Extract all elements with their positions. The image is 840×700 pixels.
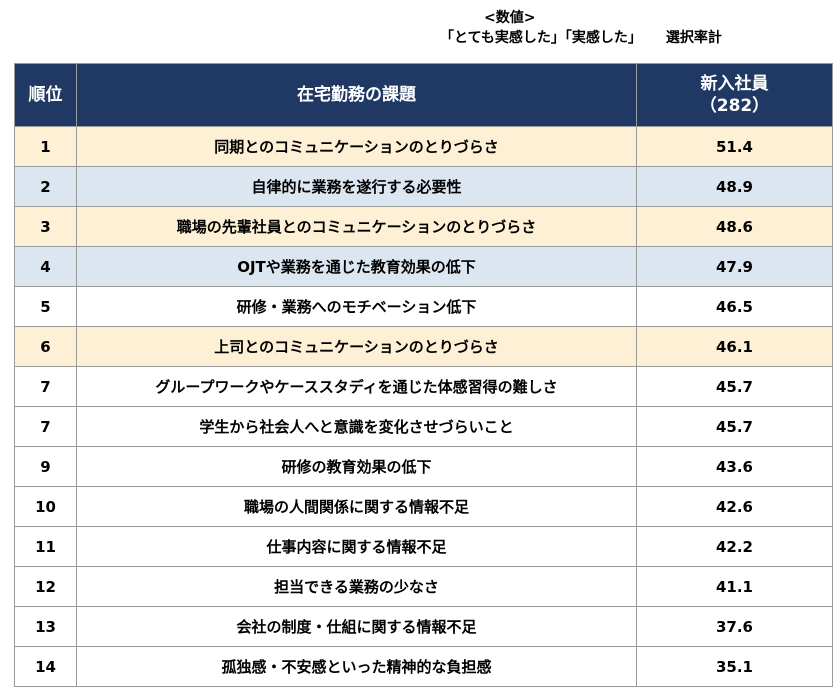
header-rank: 順位 xyxy=(14,63,77,127)
issue-cell: 担当できる業務の少なさ xyxy=(76,566,637,607)
issue-cell: 職場の先輩社員とのコミュニケーションのとりづらさ xyxy=(76,206,637,247)
value-note-definition: 「とても実感した」「実感した」 選択率計 xyxy=(440,28,830,48)
table-body: 1 同期とのコミュニケーションのとりづらさ 51.4 2 自律的に業務を遂行する必要性 4… xyxy=(14,126,833,687)
table-row: 2 自律的に業務を遂行する必要性 48.9 xyxy=(14,166,833,207)
rank-cell: 9 xyxy=(14,446,77,487)
rank-cell: 3 xyxy=(14,206,77,247)
table-row: 13 会社の制度・仕組に関する情報不足 37.6 xyxy=(14,606,833,647)
rank-cell: 13 xyxy=(14,606,77,647)
header-value-sample: （282） xyxy=(699,96,770,116)
rank-cell: 4 xyxy=(14,246,77,287)
table-row: 7 学生から社会人へと意識を変化させづらいこと 45.7 xyxy=(14,406,833,447)
issue-cell: 仕事内容に関する情報不足 xyxy=(76,526,637,567)
header-value-group: 新入社員 xyxy=(700,74,769,94)
table-row: 7 グループワークやケーススタディを通じた体感習得の難しさ 45.7 xyxy=(14,366,833,407)
header-value: 新入社員 （282） xyxy=(636,63,833,127)
issue-cell: 会社の制度・仕組に関する情報不足 xyxy=(76,606,637,647)
table-row: 1 同期とのコミュニケーションのとりづらさ 51.4 xyxy=(14,126,833,167)
value-cell: 35.1 xyxy=(636,646,833,687)
table-row: 11 仕事内容に関する情報不足 42.2 xyxy=(14,526,833,567)
issue-cell: 学生から社会人へと意識を変化させづらいこと xyxy=(76,406,637,447)
issue-cell: 孤独感・不安感といった精神的な負担感 xyxy=(76,646,637,687)
table-row: 14 孤独感・不安感といった精神的な負担感 35.1 xyxy=(14,646,833,687)
value-cell: 51.4 xyxy=(636,126,833,167)
rank-cell: 14 xyxy=(14,646,77,687)
value-cell: 45.7 xyxy=(636,366,833,407)
issue-cell: 上司とのコミュニケーションのとりづらさ xyxy=(76,326,637,367)
table-row: 4 OJTや業務を通じた教育効果の低下 47.9 xyxy=(14,246,833,287)
value-cell: 37.6 xyxy=(636,606,833,647)
value-cell: 48.9 xyxy=(636,166,833,207)
value-cell: 46.5 xyxy=(636,286,833,327)
table-row: 6 上司とのコミュニケーションのとりづらさ 46.1 xyxy=(14,326,833,367)
issue-cell: 研修の教育効果の低下 xyxy=(76,446,637,487)
value-cell: 41.1 xyxy=(636,566,833,607)
header-issue: 在宅勤務の課題 xyxy=(76,63,637,127)
value-note-measure: 選択率計 xyxy=(665,30,722,46)
table-row: 10 職場の人間関係に関する情報不足 42.6 xyxy=(14,486,833,527)
value-note: <数値> 「とても実感した」「実感した」 選択率計 xyxy=(440,8,830,48)
rank-cell: 6 xyxy=(14,326,77,367)
value-cell: 42.6 xyxy=(636,486,833,527)
value-cell: 45.7 xyxy=(636,406,833,447)
rank-cell: 7 xyxy=(14,406,77,447)
value-note-answers: 「とても実感した」「実感した」 xyxy=(440,30,642,46)
value-cell: 42.2 xyxy=(636,526,833,567)
value-cell: 46.1 xyxy=(636,326,833,367)
value-cell: 47.9 xyxy=(636,246,833,287)
rank-cell: 2 xyxy=(14,166,77,207)
issue-cell: 同期とのコミュニケーションのとりづらさ xyxy=(76,126,637,167)
value-cell: 43.6 xyxy=(636,446,833,487)
ranking-table: 順位 在宅勤務の課題 新入社員 （282） 1 同期とのコミュニケーションのとりづ… xyxy=(14,63,833,687)
issue-cell: 自律的に業務を遂行する必要性 xyxy=(76,166,637,207)
issue-cell: グループワークやケーススタディを通じた体感習得の難しさ xyxy=(76,366,637,407)
value-cell: 48.6 xyxy=(636,206,833,247)
table-row: 5 研修・業務へのモチベーション低下 46.5 xyxy=(14,286,833,327)
table-row: 9 研修の教育効果の低下 43.6 xyxy=(14,446,833,487)
table-row: 12 担当できる業務の少なさ 41.1 xyxy=(14,566,833,607)
rank-cell: 10 xyxy=(14,486,77,527)
rank-cell: 12 xyxy=(14,566,77,607)
rank-cell: 5 xyxy=(14,286,77,327)
issue-cell: 研修・業務へのモチベーション低下 xyxy=(76,286,637,327)
rank-cell: 7 xyxy=(14,366,77,407)
table-row: 3 職場の先輩社員とのコミュニケーションのとりづらさ 48.6 xyxy=(14,206,833,247)
rank-cell: 1 xyxy=(14,126,77,167)
issue-cell: OJTや業務を通じた教育効果の低下 xyxy=(76,246,637,287)
table-header-row: 順位 在宅勤務の課題 新入社員 （282） xyxy=(14,63,833,127)
rank-cell: 11 xyxy=(14,526,77,567)
value-note-title: <数値> xyxy=(484,10,536,26)
issue-cell: 職場の人間関係に関する情報不足 xyxy=(76,486,637,527)
